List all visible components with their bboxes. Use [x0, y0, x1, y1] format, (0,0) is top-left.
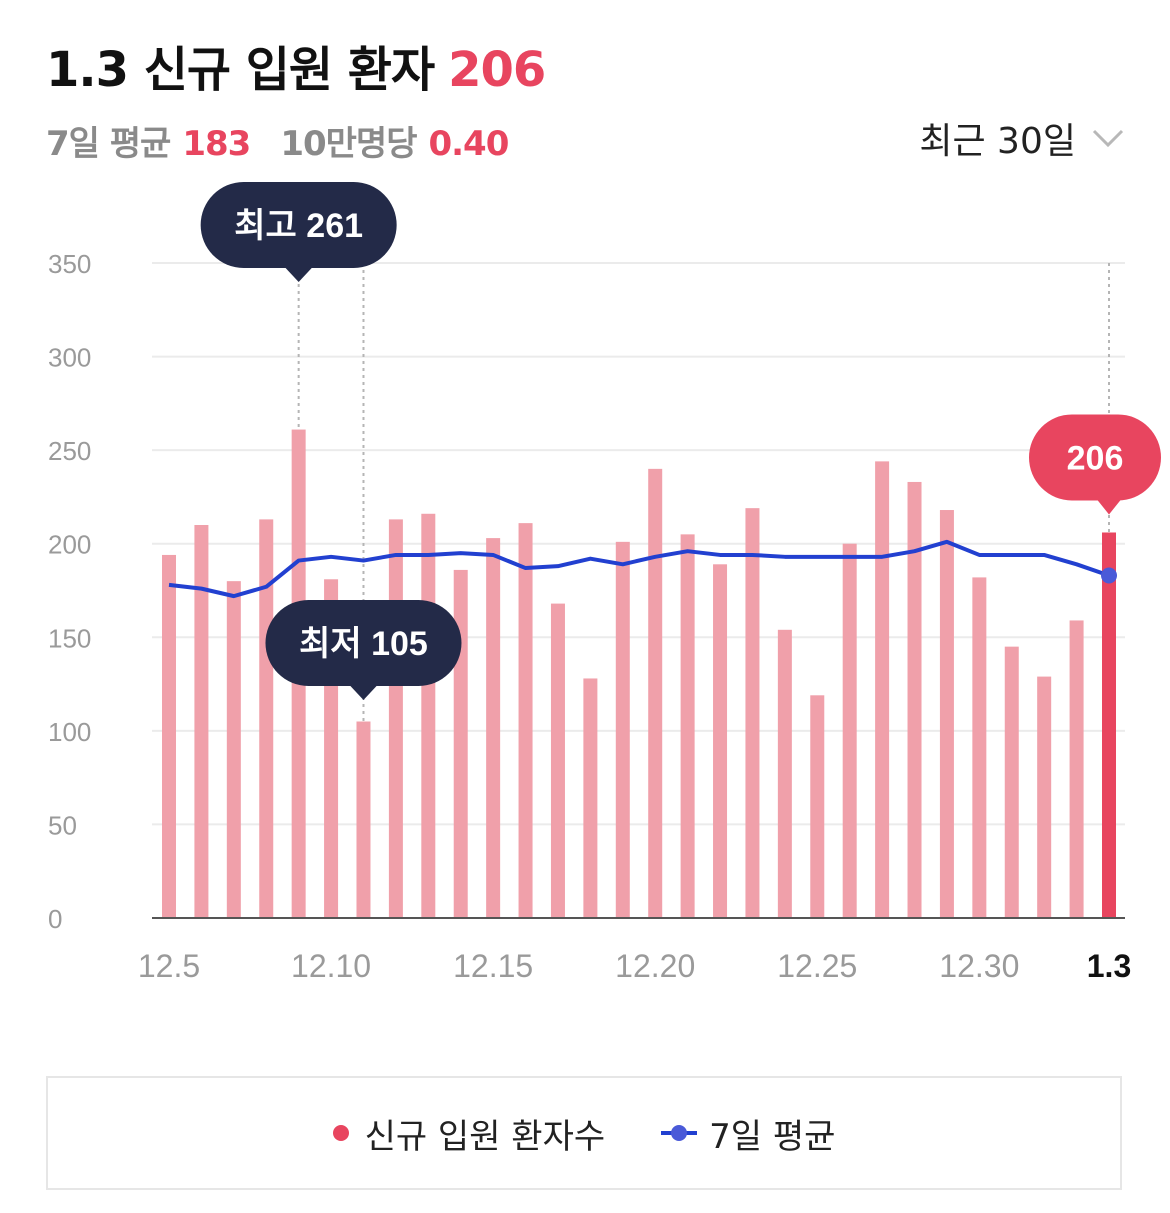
bar [939, 510, 954, 918]
bar [226, 581, 241, 918]
x-tick-label: 12.15 [453, 948, 533, 984]
current-tooltip-text: 206 [1067, 439, 1124, 477]
min-tooltip-box [265, 600, 462, 686]
summary-stats: 7일 평균 183 10만명당 0.40 [46, 116, 509, 165]
range-dropdown[interactable]: 최근 30일 [919, 112, 1124, 164]
legend-dot [332, 1125, 349, 1141]
bar [1037, 676, 1052, 918]
bar [777, 629, 792, 918]
min-tooltip-arrow [349, 685, 378, 700]
chevron-down-icon [1092, 129, 1124, 148]
min-tooltip-text: 최저 105 [299, 625, 428, 663]
bar [421, 513, 436, 918]
legend-item-bars: 신규 입원 환자수 [332, 1109, 606, 1158]
bar [713, 564, 728, 918]
y-tick-label: 50 [48, 810, 77, 840]
legend: 신규 입원 환자수 7일 평균 [46, 1076, 1122, 1190]
bar [745, 508, 760, 918]
avg-value: 183 [182, 124, 251, 164]
bar [388, 519, 403, 918]
bar [1004, 646, 1019, 918]
x-tick-label: 12.10 [291, 948, 371, 984]
current-tooltip-arrow [1097, 499, 1121, 515]
max-tooltip-arrow [284, 267, 313, 282]
bar [486, 538, 501, 918]
bar [583, 678, 598, 918]
bar [875, 461, 890, 918]
max-tooltip-box [200, 182, 397, 268]
avg-label: 7일 평균 [46, 124, 171, 164]
x-tick-label: 12.20 [615, 948, 695, 984]
bar [810, 695, 825, 918]
bar [518, 523, 533, 918]
bar [972, 577, 987, 918]
legend-label-bars: 신규 입원 환자수 [364, 1116, 606, 1157]
legend-line-marker [661, 1125, 698, 1141]
x-tick-label: 1.3 [1087, 948, 1131, 984]
average-line [168, 539, 1110, 599]
bar [1102, 532, 1116, 918]
range-label: 최근 30일 [919, 121, 1076, 162]
bar [259, 519, 274, 918]
y-tick-label: 150 [48, 623, 91, 653]
x-tick-label: 12.25 [777, 948, 857, 984]
bar [680, 534, 695, 918]
bar [907, 481, 922, 918]
x-tick-label: 12.5 [138, 948, 200, 984]
max-tooltip-text: 최고 261 [234, 207, 363, 245]
bar [356, 721, 371, 918]
title-text: 1.3 신규 입원 환자 [46, 42, 435, 98]
bar [648, 468, 663, 918]
chart: 0 50 100 150 200 250 300 350 12.5 12.10 12.15 12.20… [48, 182, 1161, 984]
y-tick-label: 250 [48, 436, 91, 466]
average-line-end-point [1101, 567, 1117, 584]
bar [1069, 620, 1084, 918]
y-tick-label: 200 [48, 530, 91, 560]
bar [615, 541, 630, 918]
bar [842, 543, 857, 918]
bar [550, 603, 565, 918]
current-tooltip-box [1029, 414, 1161, 501]
y-tick-label: 300 [48, 343, 91, 373]
y-tick-label: 350 [48, 249, 91, 279]
chart-title: 1.3 신규 입원 환자 206 [46, 30, 546, 100]
x-tick-label: 12.30 [939, 948, 1019, 984]
per-value: 0.40 [428, 124, 509, 164]
bar [162, 554, 176, 918]
y-tick-label: 0 [48, 904, 62, 934]
title-value: 206 [448, 42, 546, 98]
y-tick-label: 100 [48, 717, 91, 747]
legend-label-line: 7일 평균 [709, 1116, 836, 1157]
legend-item-line: 7일 평균 [661, 1109, 835, 1158]
per-label: 10만명당 [280, 124, 417, 164]
bar [194, 525, 209, 918]
